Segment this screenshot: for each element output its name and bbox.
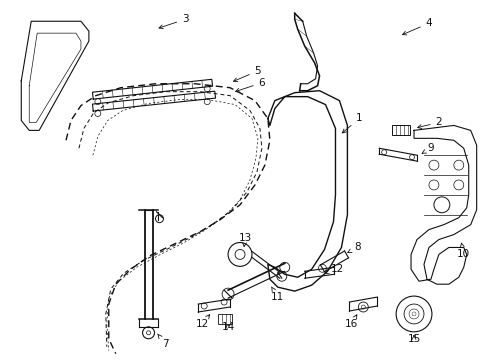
Text: 12: 12 <box>325 264 344 274</box>
Text: 13: 13 <box>238 233 251 247</box>
Text: 2: 2 <box>417 117 441 129</box>
Text: 14: 14 <box>221 322 234 332</box>
Text: 11: 11 <box>271 287 284 302</box>
Text: 12: 12 <box>195 315 209 329</box>
Bar <box>218 314 232 324</box>
Text: 9: 9 <box>421 143 433 153</box>
Text: 6: 6 <box>235 78 264 92</box>
Text: 10: 10 <box>456 243 469 260</box>
Text: 5: 5 <box>233 66 261 82</box>
Text: 8: 8 <box>347 243 360 253</box>
Text: 7: 7 <box>157 334 168 349</box>
Text: 3: 3 <box>159 14 188 28</box>
Text: 1: 1 <box>342 113 362 133</box>
Text: 15: 15 <box>407 334 420 344</box>
Bar <box>391 125 409 135</box>
Text: 4: 4 <box>402 18 431 35</box>
Text: 16: 16 <box>344 315 357 329</box>
